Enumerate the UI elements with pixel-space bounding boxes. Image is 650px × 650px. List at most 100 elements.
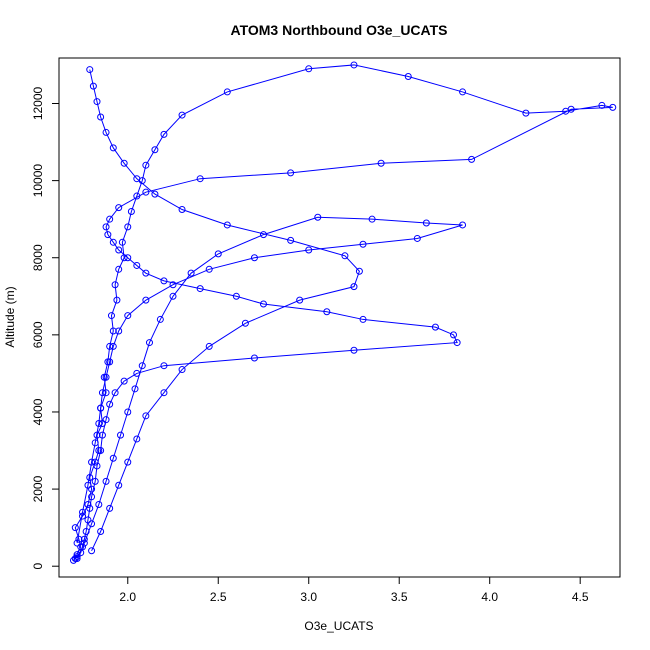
data-point bbox=[79, 508, 87, 516]
data-point bbox=[102, 416, 110, 424]
data-point bbox=[142, 161, 150, 169]
data-point bbox=[118, 238, 126, 246]
data-point bbox=[151, 146, 159, 154]
data-point bbox=[178, 111, 186, 119]
data-point bbox=[145, 339, 153, 347]
data-point bbox=[214, 250, 222, 258]
data-point bbox=[71, 554, 79, 562]
data-point bbox=[106, 358, 114, 366]
data-point bbox=[314, 213, 322, 221]
x-tick-label: 3.5 bbox=[391, 590, 408, 604]
data-point bbox=[142, 296, 150, 304]
data-point bbox=[453, 339, 461, 347]
x-axis-label: O3e_UCATS bbox=[304, 619, 373, 633]
data-point bbox=[97, 113, 105, 121]
data-point bbox=[124, 408, 132, 416]
data-point bbox=[178, 366, 186, 374]
data-point bbox=[97, 447, 105, 455]
data-point bbox=[160, 362, 168, 370]
data-point bbox=[156, 315, 164, 323]
data-point bbox=[350, 283, 358, 291]
data-point bbox=[115, 481, 123, 489]
data-point bbox=[232, 292, 240, 300]
data-point bbox=[350, 346, 358, 354]
data-point bbox=[88, 485, 96, 493]
data-point bbox=[88, 493, 96, 501]
data-point bbox=[102, 389, 110, 397]
data-point bbox=[115, 265, 123, 273]
data-point bbox=[102, 223, 110, 231]
data-point bbox=[124, 312, 132, 320]
y-tick-label: 10000 bbox=[31, 164, 45, 198]
data-point bbox=[459, 88, 467, 96]
x-tick-label: 3.0 bbox=[300, 590, 317, 604]
data-point bbox=[84, 501, 92, 509]
data-point bbox=[160, 130, 168, 138]
data-point bbox=[151, 190, 159, 198]
data-point bbox=[88, 520, 96, 528]
data-point bbox=[109, 327, 117, 335]
plot-frame bbox=[58, 57, 621, 578]
data-point bbox=[91, 458, 99, 466]
series-line-3 bbox=[89, 69, 360, 551]
data-point bbox=[91, 477, 99, 485]
data-point bbox=[422, 219, 430, 227]
y-axis-label: Altitude (m) bbox=[3, 286, 17, 347]
data-point bbox=[100, 373, 108, 381]
series-layer bbox=[69, 61, 617, 564]
data-point bbox=[241, 319, 249, 327]
data-point bbox=[133, 175, 141, 183]
data-point bbox=[323, 308, 331, 316]
y-axis: 0 2000 4000 6000 8000 10000 12000 bbox=[31, 86, 60, 570]
data-point bbox=[431, 323, 439, 331]
y-tick-label: 12000 bbox=[31, 86, 45, 120]
data-point bbox=[259, 300, 267, 308]
data-point bbox=[142, 412, 150, 420]
data-point bbox=[468, 155, 476, 163]
data-point bbox=[98, 389, 106, 397]
data-point bbox=[86, 504, 94, 512]
x-axis: 2.0 2.5 3.0 3.5 4.0 4.5 bbox=[119, 576, 589, 604]
y-tick-label: 8000 bbox=[31, 244, 45, 271]
data-point bbox=[113, 296, 121, 304]
chart-title: ATOM3 Northbound O3e_UCATS bbox=[231, 22, 448, 38]
data-point bbox=[250, 254, 258, 262]
data-point bbox=[133, 192, 141, 200]
data-point bbox=[450, 331, 458, 339]
data-point bbox=[160, 277, 168, 285]
data-point bbox=[355, 267, 363, 275]
data-point bbox=[69, 556, 77, 564]
data-point bbox=[88, 547, 96, 555]
y-tick-label: 2000 bbox=[31, 475, 45, 502]
data-point bbox=[107, 312, 115, 320]
data-point bbox=[377, 159, 385, 167]
data-point bbox=[98, 420, 106, 428]
series-line-2 bbox=[76, 216, 463, 559]
data-point bbox=[359, 315, 367, 323]
data-point bbox=[359, 240, 367, 248]
y-tick-label: 6000 bbox=[31, 321, 45, 348]
data-point bbox=[102, 477, 110, 485]
data-point bbox=[93, 462, 101, 470]
x-tick-label: 2.5 bbox=[210, 590, 227, 604]
data-point bbox=[86, 66, 94, 74]
data-point bbox=[120, 377, 128, 385]
data-point bbox=[404, 73, 412, 81]
data-point bbox=[88, 458, 96, 466]
data-point bbox=[187, 269, 195, 277]
data-point bbox=[305, 65, 313, 73]
data-point bbox=[104, 358, 112, 366]
data-point bbox=[287, 236, 295, 244]
data-point bbox=[567, 105, 575, 113]
x-tick-label: 2.0 bbox=[119, 590, 136, 604]
data-point bbox=[115, 327, 123, 335]
data-point bbox=[75, 535, 83, 543]
data-point bbox=[142, 269, 150, 277]
data-point bbox=[124, 458, 132, 466]
data-point bbox=[84, 481, 92, 489]
x-tick-label: 4.0 bbox=[481, 590, 498, 604]
data-point bbox=[102, 128, 110, 136]
data-point bbox=[104, 231, 112, 239]
data-point bbox=[115, 204, 123, 212]
